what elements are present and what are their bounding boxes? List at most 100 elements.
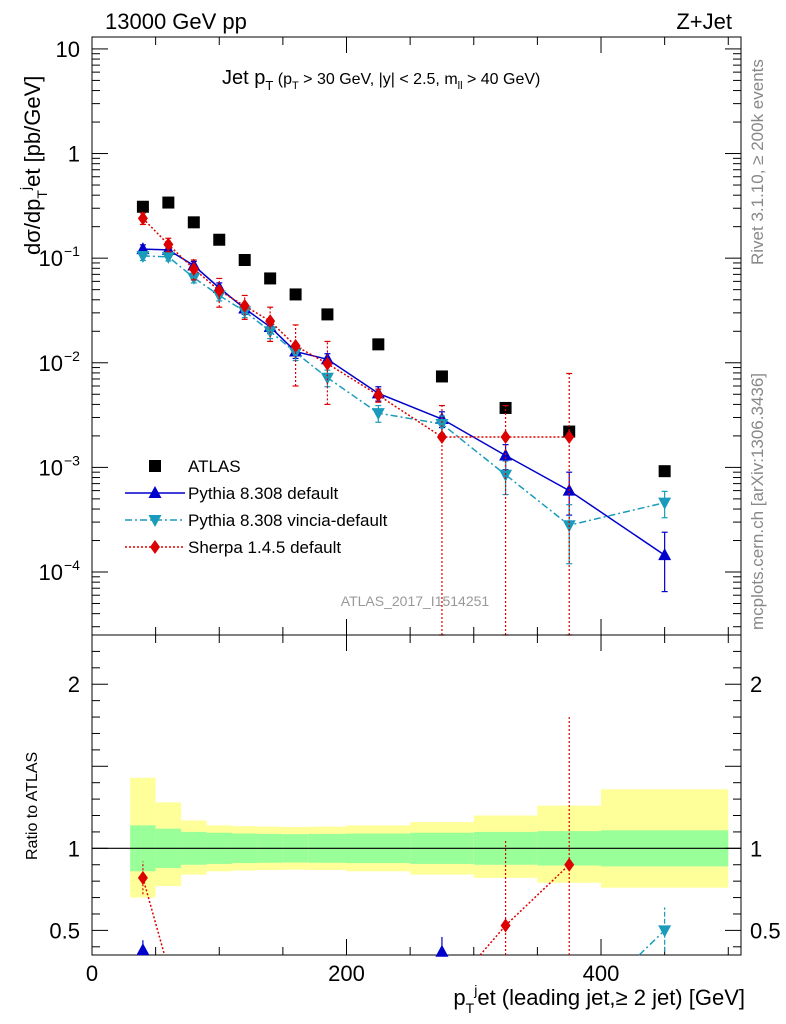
ylabel-sup: j — [17, 187, 33, 191]
legend-marker — [149, 460, 161, 472]
legend-marker — [150, 540, 160, 554]
x-tick-label: 0 — [86, 961, 98, 986]
title-main: Jet p — [222, 67, 265, 89]
header-left: 13000 GeV pp — [105, 9, 247, 34]
data-point — [136, 250, 150, 263]
title-cut-sub: ll — [458, 80, 463, 92]
legend-entry: ATLAS — [149, 457, 241, 476]
data-point — [162, 196, 175, 209]
ratio-point — [136, 943, 150, 956]
data-point — [213, 233, 226, 246]
data-point — [658, 548, 672, 561]
data-point — [137, 211, 148, 226]
ratio-series-line — [142, 877, 166, 956]
data-point — [187, 216, 200, 229]
data-point — [239, 298, 250, 313]
ratio-y-tick-label: 1 — [68, 836, 80, 861]
legend-label: Pythia 8.308 vincia-default — [188, 511, 388, 530]
ratio-series-line — [638, 929, 666, 956]
y-tick-label: 10 — [56, 37, 80, 62]
title-paren: (p — [273, 71, 292, 88]
data-point — [499, 401, 512, 414]
y-tick-label: 1 — [68, 142, 80, 167]
y-tick-exponent: −3 — [64, 452, 80, 468]
data-point — [238, 254, 251, 267]
xlabel-b: et (leading jet,≥ 2 jet) [GeV] — [477, 985, 745, 1010]
data-point — [436, 430, 447, 445]
ratio-panel: 0 200 400 2 2 1 1 0.5 0.5 — [49, 634, 781, 986]
series-0 — [136, 196, 671, 478]
x-axis-label: pTjet (leading jet,≥ 2 jet) [GeV] — [453, 982, 745, 1016]
data-point — [290, 338, 301, 353]
legend: ATLAS Pythia 8.308 default Pythia 8.308 vi… — [125, 457, 388, 557]
legend-entry: Sherpa 1.4.5 default — [125, 538, 341, 557]
y-tick-label: 10 — [39, 560, 63, 585]
y-tick-exponent: −2 — [64, 348, 80, 364]
legend-marker — [148, 486, 162, 498]
ratio-series-line — [505, 864, 570, 927]
title-main-sub: T — [265, 78, 273, 93]
legend-label: Sherpa 1.4.5 default — [188, 538, 341, 557]
ylabel-b: et [pb/GeV] — [20, 76, 45, 187]
mcplots-label: mcplots.cern.ch [arXiv:1306.3436] — [748, 373, 767, 630]
data-point — [265, 314, 276, 329]
data-point — [435, 418, 449, 431]
y-tick-label: 10 — [39, 246, 63, 271]
data-point — [372, 338, 385, 351]
title-paren-sub: T — [292, 80, 299, 92]
ratio-point — [435, 944, 449, 957]
ratio-series-0 — [136, 936, 449, 957]
xlabel-a: p — [453, 985, 465, 1010]
data-point — [371, 408, 385, 421]
analysis-watermark: ATLAS_2017_I1514251 — [341, 593, 490, 609]
y-tick-label: 10 — [39, 455, 63, 480]
y-tick-exponent: −1 — [64, 243, 80, 259]
ratio-y-tick-label: 0.5 — [49, 918, 80, 943]
ratio-y-tick-label-right: 0.5 — [750, 918, 781, 943]
data-point — [564, 430, 575, 445]
x-tick-label: 400 — [583, 961, 620, 986]
legend-label: Pythia 8.308 default — [188, 484, 339, 503]
ratio-ylabel: Ratio to ATLAS — [24, 752, 41, 860]
ratio-frame — [91, 634, 742, 956]
legend-label: ATLAS — [188, 457, 241, 476]
data-point — [188, 261, 199, 276]
ratio-y-tick-label: 2 — [68, 672, 80, 697]
ratio-point — [564, 857, 575, 872]
legend-entry: Pythia 8.308 vincia-default — [125, 511, 388, 530]
data-point — [500, 430, 511, 445]
main-title: Jet pT (pT > 30 GeV, |y| < 2.5, mll > 40… — [222, 67, 540, 93]
data-point — [373, 388, 384, 403]
data-point — [322, 356, 333, 371]
series-line — [142, 217, 570, 438]
ratio-y-tick-label-right: 1 — [750, 836, 762, 861]
xlabel-sup: j — [473, 982, 477, 998]
title-cut2: > 40 GeV) — [463, 71, 541, 88]
legend-marker — [148, 515, 162, 527]
xlabel-sub: T — [466, 1000, 475, 1016]
data-point — [289, 288, 302, 301]
data-point — [435, 370, 448, 383]
header-right: Z+Jet — [676, 9, 732, 34]
ratio-y-tick-label-right: 2 — [750, 672, 762, 697]
data-point — [214, 283, 225, 298]
ylabel-a: dσ/dp — [20, 199, 45, 255]
title-cut1: > 30 GeV, |y| < 2.5, m — [299, 71, 458, 88]
legend-entry: Pythia 8.308 default — [125, 484, 339, 503]
data-point — [264, 272, 277, 285]
data-point — [658, 465, 671, 478]
data-point — [136, 200, 149, 213]
ratio-series-line — [479, 924, 507, 956]
data-point — [321, 308, 334, 321]
data-point — [161, 251, 175, 264]
y-tick-exponent: −4 — [64, 557, 80, 573]
series-3 — [137, 211, 575, 636]
y-tick-label: 10 — [39, 351, 63, 376]
rivet-label: Rivet 3.1.10, ≥ 200k events — [748, 59, 767, 265]
main-ylabel: dσ/dpTjet [pb/GeV] — [17, 76, 50, 255]
ylabel-sub: T — [34, 190, 50, 199]
x-tick-label: 200 — [328, 961, 365, 986]
data-point — [658, 497, 672, 510]
